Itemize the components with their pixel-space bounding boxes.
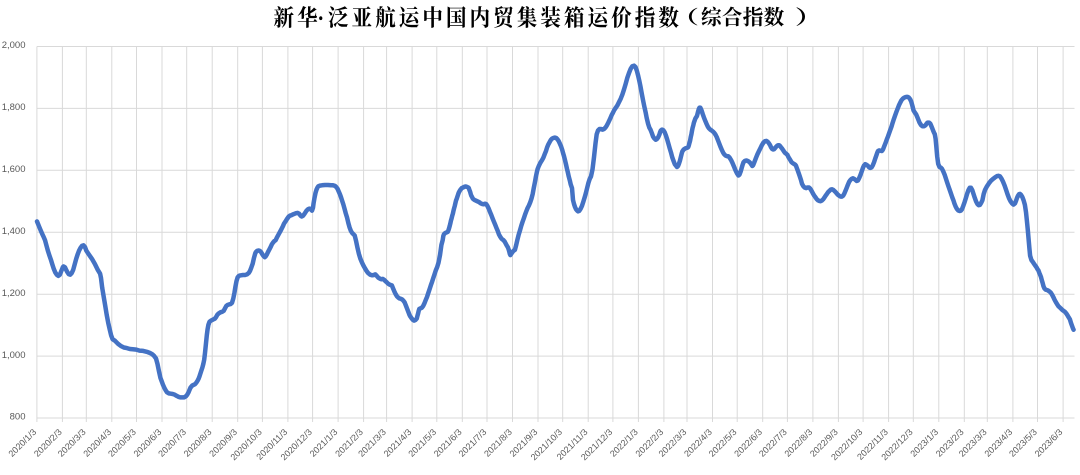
svg-text:2023/6/3: 2023/6/3 <box>1033 427 1065 459</box>
svg-text:1,600: 1,600 <box>2 164 26 175</box>
svg-text:2,000: 2,000 <box>2 40 26 51</box>
svg-text:1,800: 1,800 <box>2 102 26 113</box>
svg-text:1,200: 1,200 <box>2 288 26 299</box>
svg-text:1,400: 1,400 <box>2 226 26 237</box>
svg-text:800: 800 <box>10 412 26 423</box>
svg-text:1,000: 1,000 <box>2 350 26 361</box>
